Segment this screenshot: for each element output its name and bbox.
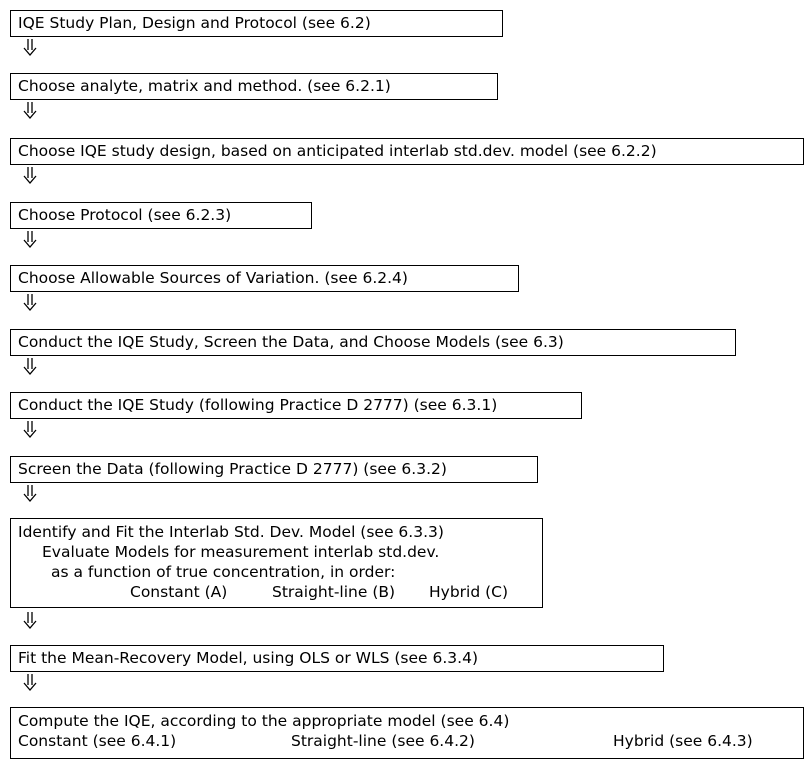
compute-option-straight-line: Straight-line (see 6.4.2) [291, 732, 475, 750]
step-compute-iqe: Compute the IQE, according to the approp… [10, 707, 804, 759]
step-label: Screen the Data (following Practice D 27… [18, 460, 447, 478]
identify-model-options: Constant (A) Straight-line (B) Hybrid (C… [18, 582, 542, 602]
step-choose-protocol: Choose Protocol (see 6.2.3) [10, 202, 312, 229]
step-label: Conduct the IQE Study (following Practic… [18, 396, 498, 414]
step-conduct-study: Conduct the IQE Study (following Practic… [10, 392, 582, 419]
down-arrow-icon [23, 39, 37, 56]
step-choose-sources-variation: Choose Allowable Sources of Variation. (… [10, 265, 519, 292]
step-fit-mean-recovery: Fit the Mean-Recovery Model, using OLS o… [10, 645, 664, 672]
step-label: Choose analyte, matrix and method. (see … [18, 77, 391, 95]
step-label: Fit the Mean-Recovery Model, using OLS o… [18, 649, 478, 667]
step-label: Choose Allowable Sources of Variation. (… [18, 269, 408, 287]
down-arrow-icon [23, 102, 37, 119]
compute-option-constant: Constant (see 6.4.1) [18, 732, 177, 750]
compute-option-hybrid: Hybrid (see 6.4.3) [613, 732, 753, 750]
identify-function-line: as a function of true concentration, in … [51, 563, 396, 581]
step-plan-design-protocol: IQE Study Plan, Design and Protocol (see… [10, 10, 503, 37]
down-arrow-icon [23, 421, 37, 438]
step-identify-fit-model: Identify and Fit the Interlab Std. Dev. … [10, 518, 543, 608]
compute-model-options: Constant (see 6.4.1) Straight-line (see … [18, 731, 803, 751]
option-constant-a: Constant (A) [130, 583, 228, 601]
identify-evaluate-line: Evaluate Models for measurement interlab… [42, 543, 440, 561]
identify-title: Identify and Fit the Interlab Std. Dev. … [18, 523, 444, 541]
step-label: IQE Study Plan, Design and Protocol (see… [18, 14, 371, 32]
option-hybrid-c: Hybrid (C) [429, 583, 509, 601]
down-arrow-icon [23, 358, 37, 375]
step-label: Conduct the IQE Study, Screen the Data, … [18, 333, 564, 351]
option-straight-line-b: Straight-line (B) [272, 583, 396, 601]
step-label: Choose Protocol (see 6.2.3) [18, 206, 232, 224]
down-arrow-icon [23, 612, 37, 629]
down-arrow-icon [23, 294, 37, 311]
down-arrow-icon [23, 167, 37, 184]
step-choose-study-design: Choose IQE study design, based on antici… [10, 138, 804, 165]
down-arrow-icon [23, 231, 37, 248]
step-label: Choose IQE study design, based on antici… [18, 142, 657, 160]
step-screen-data: Screen the Data (following Practice D 27… [10, 456, 538, 483]
compute-title: Compute the IQE, according to the approp… [18, 712, 510, 730]
step-conduct-screen-choose: Conduct the IQE Study, Screen the Data, … [10, 329, 736, 356]
down-arrow-icon [23, 485, 37, 502]
step-choose-analyte: Choose analyte, matrix and method. (see … [10, 73, 498, 100]
down-arrow-icon [23, 674, 37, 691]
